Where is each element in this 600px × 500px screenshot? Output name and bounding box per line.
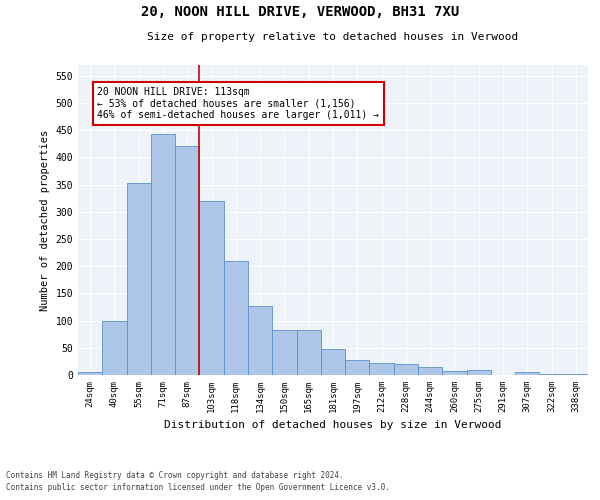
Bar <box>539 374 564 375</box>
Bar <box>467 370 491 375</box>
Bar <box>78 372 102 375</box>
Text: 20 NOON HILL DRIVE: 113sqm
← 53% of detached houses are smaller (1,156)
46% of s: 20 NOON HILL DRIVE: 113sqm ← 53% of deta… <box>97 87 379 120</box>
Bar <box>175 146 199 375</box>
Title: Size of property relative to detached houses in Verwood: Size of property relative to detached ho… <box>148 32 518 42</box>
Bar <box>102 320 127 375</box>
Bar <box>394 364 418 375</box>
Text: Contains HM Land Registry data © Crown copyright and database right 2024.
Contai: Contains HM Land Registry data © Crown c… <box>6 471 390 492</box>
X-axis label: Distribution of detached houses by size in Verwood: Distribution of detached houses by size … <box>164 420 502 430</box>
Bar <box>370 363 394 375</box>
Bar <box>345 360 370 375</box>
Bar <box>418 368 442 375</box>
Text: 20, NOON HILL DRIVE, VERWOOD, BH31 7XU: 20, NOON HILL DRIVE, VERWOOD, BH31 7XU <box>141 5 459 19</box>
Bar <box>515 372 539 375</box>
Bar <box>199 201 224 375</box>
Bar <box>442 371 467 375</box>
Bar <box>321 349 345 375</box>
Bar <box>151 134 175 375</box>
Bar <box>248 306 272 375</box>
Bar <box>296 330 321 375</box>
Bar <box>272 330 296 375</box>
Y-axis label: Number of detached properties: Number of detached properties <box>40 130 50 310</box>
Bar <box>127 183 151 375</box>
Bar <box>564 374 588 375</box>
Bar <box>224 261 248 375</box>
